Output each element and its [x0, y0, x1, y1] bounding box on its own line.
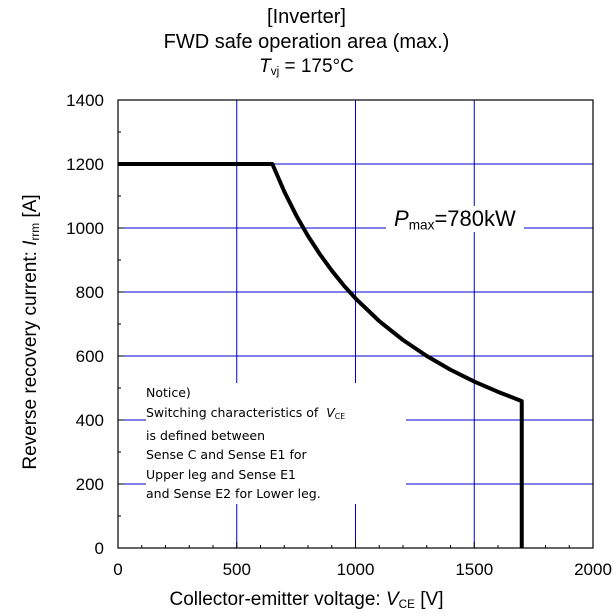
y-tick-label: 1200 [66, 155, 104, 174]
x-axis-label-text: Collector-emitter voltage: [169, 589, 386, 610]
x-tick-label: 2000 [574, 560, 612, 579]
x-tick-label: 1000 [337, 560, 375, 579]
x-axis-sub: CE [398, 597, 415, 611]
soa-boundary-line [118, 162, 524, 548]
condition-value: = 175°C [284, 56, 354, 77]
y-tick-label: 1000 [66, 219, 104, 238]
pmax-value: =780kW [434, 206, 516, 231]
y-tick-label: 800 [76, 283, 104, 302]
notice-line-3: is defined between [146, 427, 266, 443]
condition-sub: vj [270, 64, 280, 78]
x-tick-label: 1500 [455, 560, 493, 579]
notice-symbol-sub: CE [334, 411, 346, 421]
chart-condition: Tvj = 175°C [0, 56, 613, 78]
x-axis-unit: [V] [415, 589, 444, 610]
notice-line-2: Switching characteristics of VCE [146, 403, 406, 426]
y-tick-label: 600 [76, 347, 104, 366]
y-tick-label: 1400 [66, 91, 104, 110]
y-tick-label: 200 [76, 475, 104, 494]
pmax-annotation: Pmax=780kW [386, 206, 524, 233]
y-axis-sub: rrm [28, 222, 42, 241]
notice-symbol: V [326, 404, 335, 420]
condition-symbol: T [259, 56, 271, 77]
x-axis-symbol: V [385, 589, 399, 610]
y-tick-label: 400 [76, 411, 104, 430]
tick-marks [117, 99, 594, 549]
notice-line-4: Sense C and Sense E1 for [146, 447, 307, 463]
chart-subtitle: FWD safe operation area (max.) [163, 31, 450, 53]
y-tick-label: 0 [95, 539, 104, 558]
series-group [118, 162, 524, 548]
notice-line-6: and Sense E2 for Lower leg. [146, 486, 321, 502]
y-axis-label-text: Reverse recovery current: [20, 245, 41, 470]
y-axis-label: Reverse recovery current: Irrm [A] [20, 194, 42, 469]
pmax-sub: max [408, 217, 435, 233]
notice-box: Notice) Switching characteristics of VCE… [146, 383, 406, 504]
notice-line-5: Upper leg and Sense E1 [146, 466, 296, 482]
pmax-symbol: P [394, 206, 409, 231]
y-axis-unit: [A] [20, 194, 41, 223]
x-tick-label: 500 [223, 560, 251, 579]
tick-labels: 0 500 1000 1500 2000 0 200 400 600 800 1000 1200 140… [66, 91, 612, 579]
notice-line-2-text: Switching characteristics of [146, 404, 319, 420]
y-axis-symbol: I [20, 240, 41, 246]
chart-title: [Inverter] [267, 6, 346, 28]
notice-line-1: Notice) [146, 385, 191, 400]
x-tick-label: 0 [113, 560, 122, 579]
x-axis-label: Collector-emitter voltage: VCE [V] [0, 589, 613, 611]
